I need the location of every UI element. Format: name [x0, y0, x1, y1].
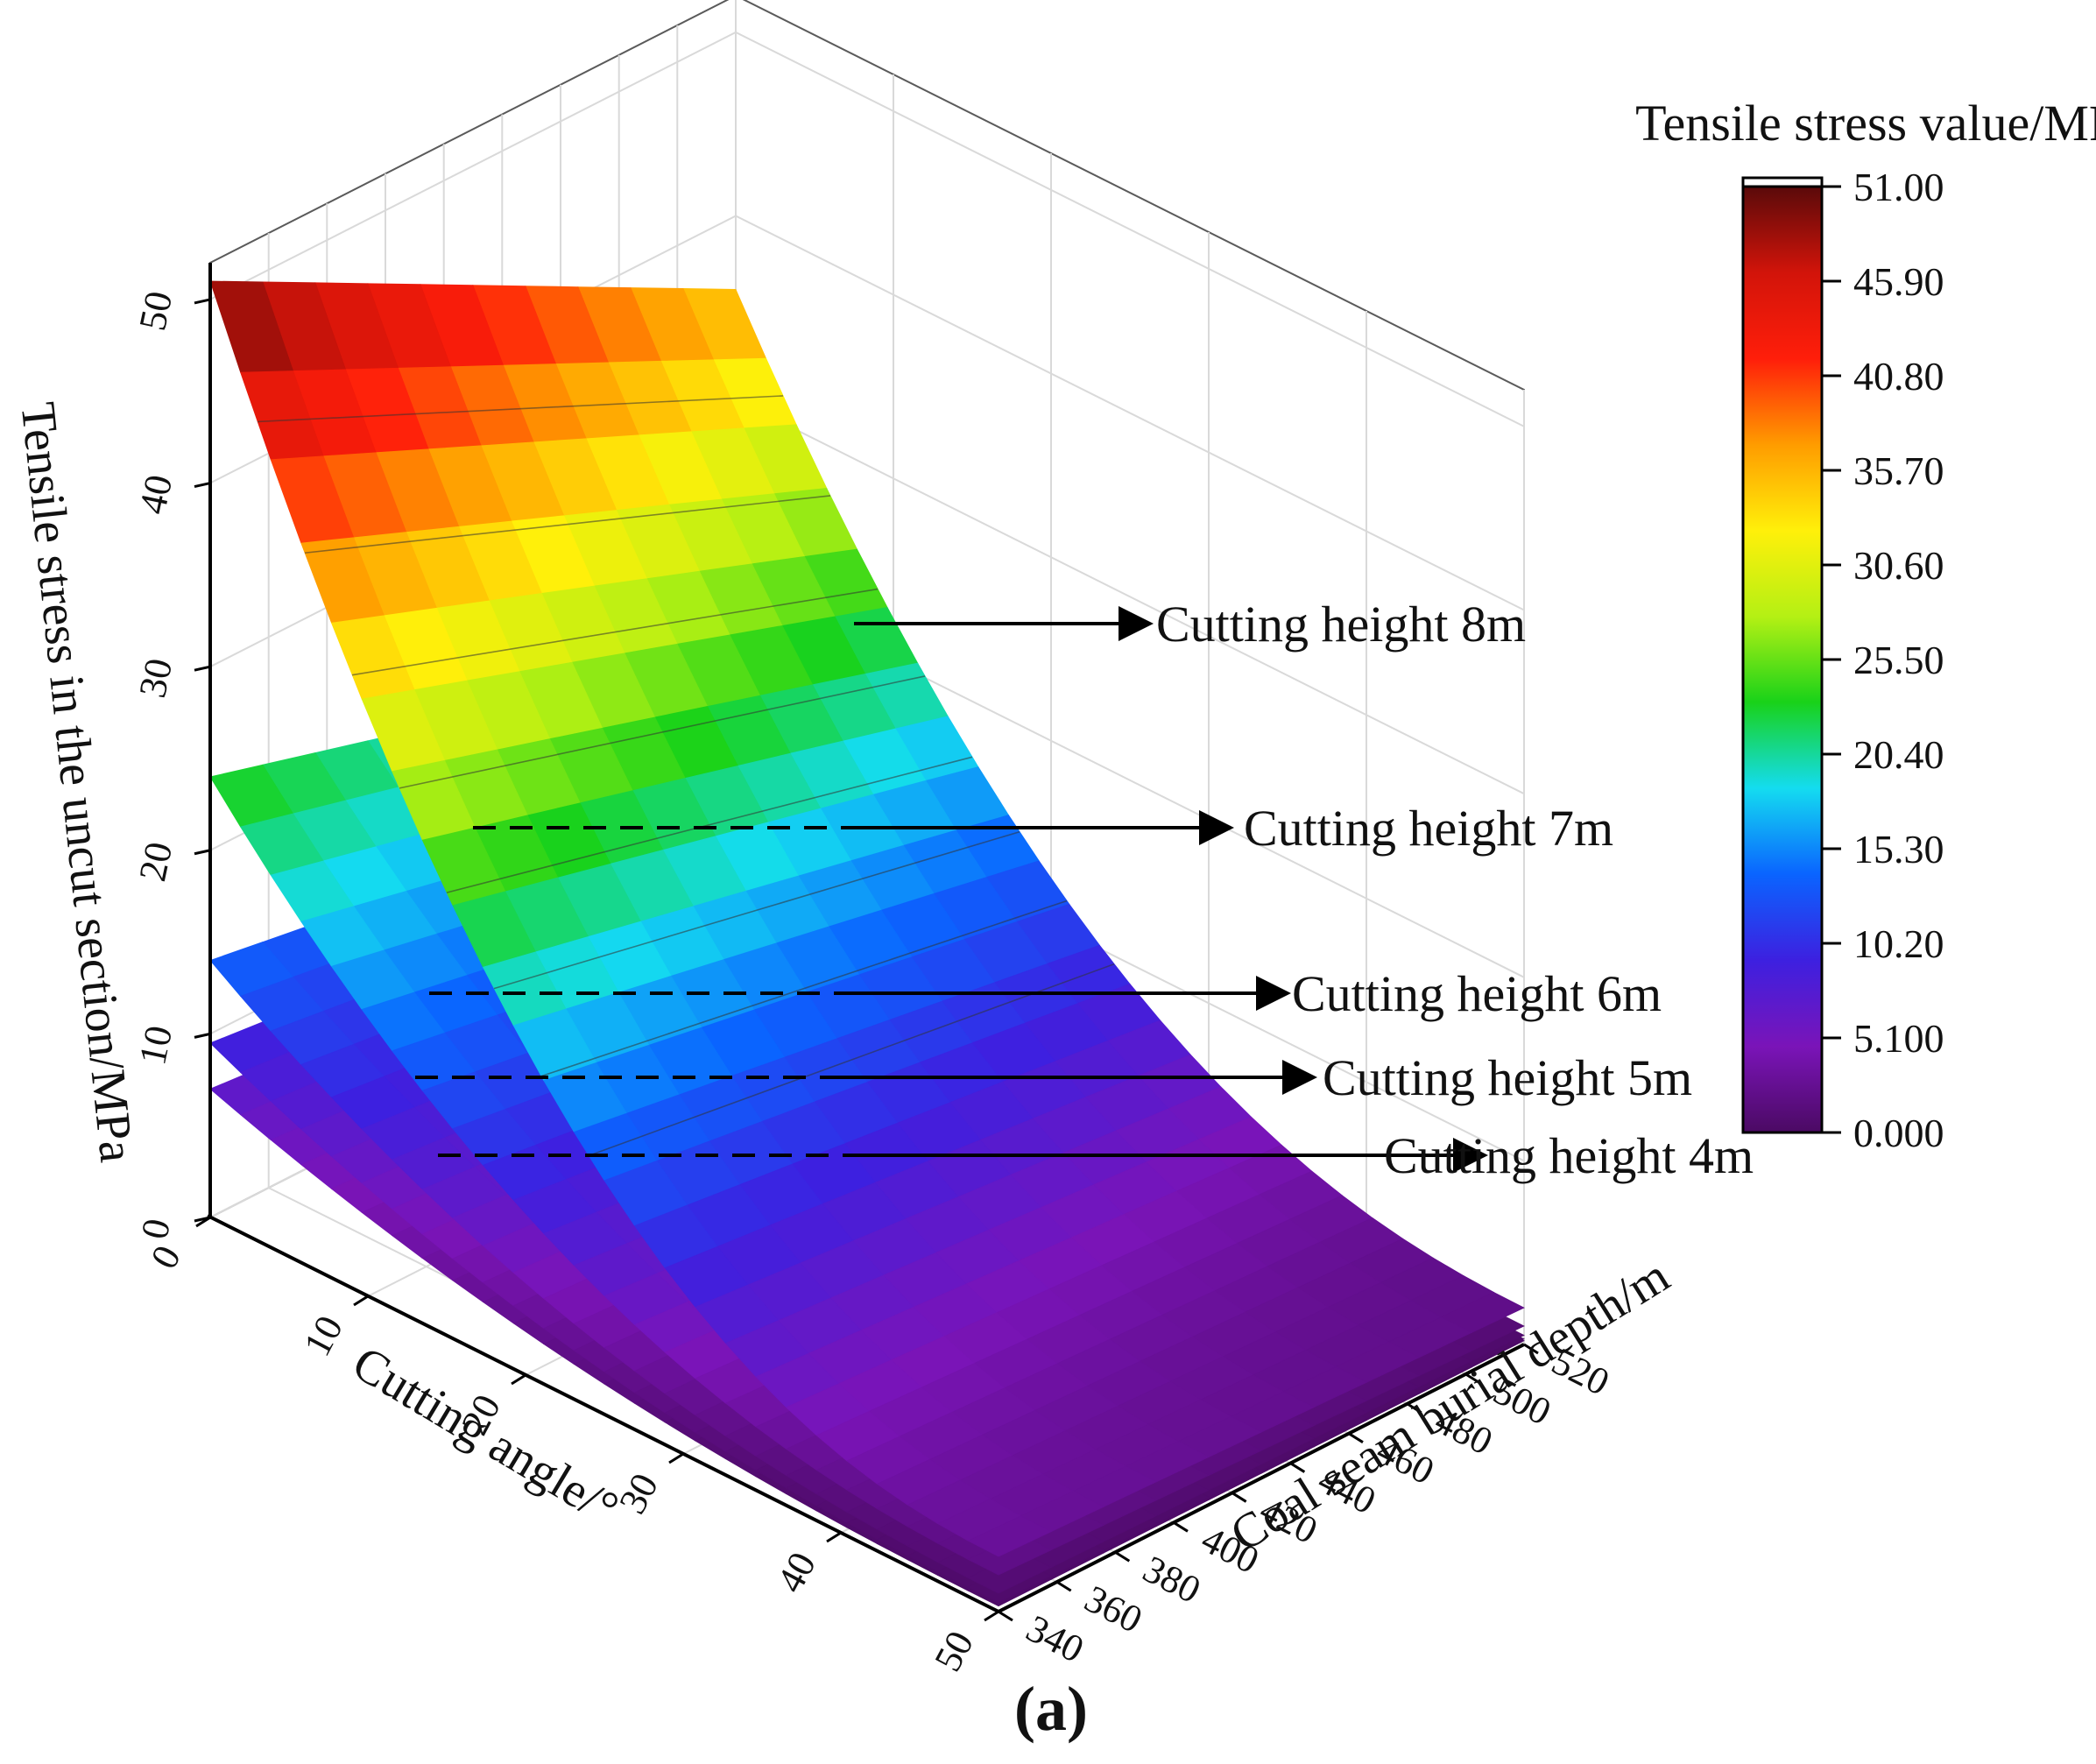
y-tick — [1055, 1580, 1072, 1592]
z-axis-title: Tensile stress in the uncut section/MPa — [11, 399, 145, 1165]
panel-label: (a) — [1014, 1674, 1088, 1744]
z-tick — [194, 849, 211, 856]
colorbar-label: 25.50 — [1853, 638, 1944, 682]
colorbar-label: 51.00 — [1853, 165, 1944, 209]
x-tick — [511, 1373, 526, 1386]
colorbar-label: 5.100 — [1853, 1016, 1944, 1061]
x-tick-label: 50 — [926, 1624, 982, 1678]
z-tick — [194, 665, 211, 672]
y-tick — [1464, 1372, 1481, 1385]
surfaces — [209, 280, 1525, 1607]
mesh-line — [588, 963, 1115, 1157]
mesh-line — [257, 395, 784, 423]
x-tick-label: 0 — [142, 1238, 189, 1275]
z-tick-label: 30 — [131, 655, 180, 702]
y-tick — [1406, 1402, 1422, 1415]
colorbar-label: 40.80 — [1853, 354, 1944, 399]
x-tick — [668, 1452, 684, 1464]
y-tick — [1231, 1492, 1247, 1503]
annotation-cutting-height-5m: Cutting height 5m — [415, 1049, 1692, 1106]
y-tick — [1114, 1550, 1131, 1563]
colorbar-label: 10.20 — [1853, 921, 1944, 966]
y-axis-line — [998, 1343, 1525, 1613]
colorbar-label: 30.60 — [1853, 543, 1944, 588]
z-tick — [194, 298, 211, 305]
annotation-cutting-height-8m: Cutting height 8m — [854, 596, 1526, 653]
y-tick-label: 340 — [1020, 1606, 1090, 1671]
annotation-label: Cutting height 5m — [1323, 1049, 1692, 1106]
annotation-cutting-height-7m: Cutting height 7m — [473, 800, 1613, 857]
mesh-line — [493, 830, 1020, 990]
x-tick — [353, 1295, 369, 1307]
annotation-cutting-height-6m: Cutting height 6m — [429, 965, 1662, 1022]
mesh-line — [399, 675, 926, 789]
z-tick-label: 50 — [131, 287, 180, 334]
mesh-line — [351, 588, 879, 676]
x-tick-label: 10 — [295, 1309, 351, 1363]
colorbar-label: 15.30 — [1853, 827, 1944, 871]
surface-mesh-lines — [257, 395, 1115, 1157]
z-tick-label: 20 — [131, 838, 180, 885]
z-tick — [194, 482, 211, 489]
annotation-cutting-height-4m: Cutting height 4m — [438, 1127, 1754, 1184]
annotation-label: Cutting height 4m — [1384, 1127, 1754, 1184]
x-tick — [826, 1531, 842, 1543]
colorbar-label: 35.70 — [1853, 448, 1944, 493]
colorbar-label: 45.90 — [1853, 259, 1944, 304]
z-tick-label: 0 — [133, 1215, 180, 1243]
z-tick — [194, 1032, 211, 1039]
surface-patch — [967, 1515, 1052, 1557]
y-tick — [1348, 1432, 1364, 1443]
y-tick — [1173, 1521, 1189, 1533]
z-tick-label: 40 — [131, 471, 180, 518]
x-axis-line — [207, 1214, 999, 1613]
x-tick — [984, 1610, 999, 1622]
colorbar: Tensile stress value/MPa 51.00 45.90 40.80 3… — [1635, 95, 2096, 1155]
mesh-line — [446, 756, 973, 893]
z-tick-label: 10 — [131, 1022, 180, 1069]
annotation-label: Cutting height 7m — [1244, 800, 1613, 857]
x-tick — [195, 1216, 211, 1228]
colorbar-label: 20.40 — [1853, 732, 1944, 777]
y-tick — [998, 1610, 1013, 1622]
y-tick — [1523, 1343, 1539, 1355]
y-tick — [1289, 1462, 1306, 1473]
colorbar-label: 0.000 — [1853, 1111, 1944, 1155]
colorbar-bar — [1741, 185, 1824, 1134]
mesh-line — [304, 495, 831, 554]
annotation-label: Cutting height 6m — [1292, 965, 1662, 1022]
mesh-line — [540, 900, 1068, 1077]
colorbar-title: Tensile stress value/MPa — [1635, 95, 2096, 152]
annotations: Cutting height 4m Cutting height 5m Cuttin… — [415, 596, 1754, 1184]
annotation-label: Cutting height 8m — [1156, 596, 1526, 653]
x-tick-label: 40 — [768, 1545, 824, 1599]
